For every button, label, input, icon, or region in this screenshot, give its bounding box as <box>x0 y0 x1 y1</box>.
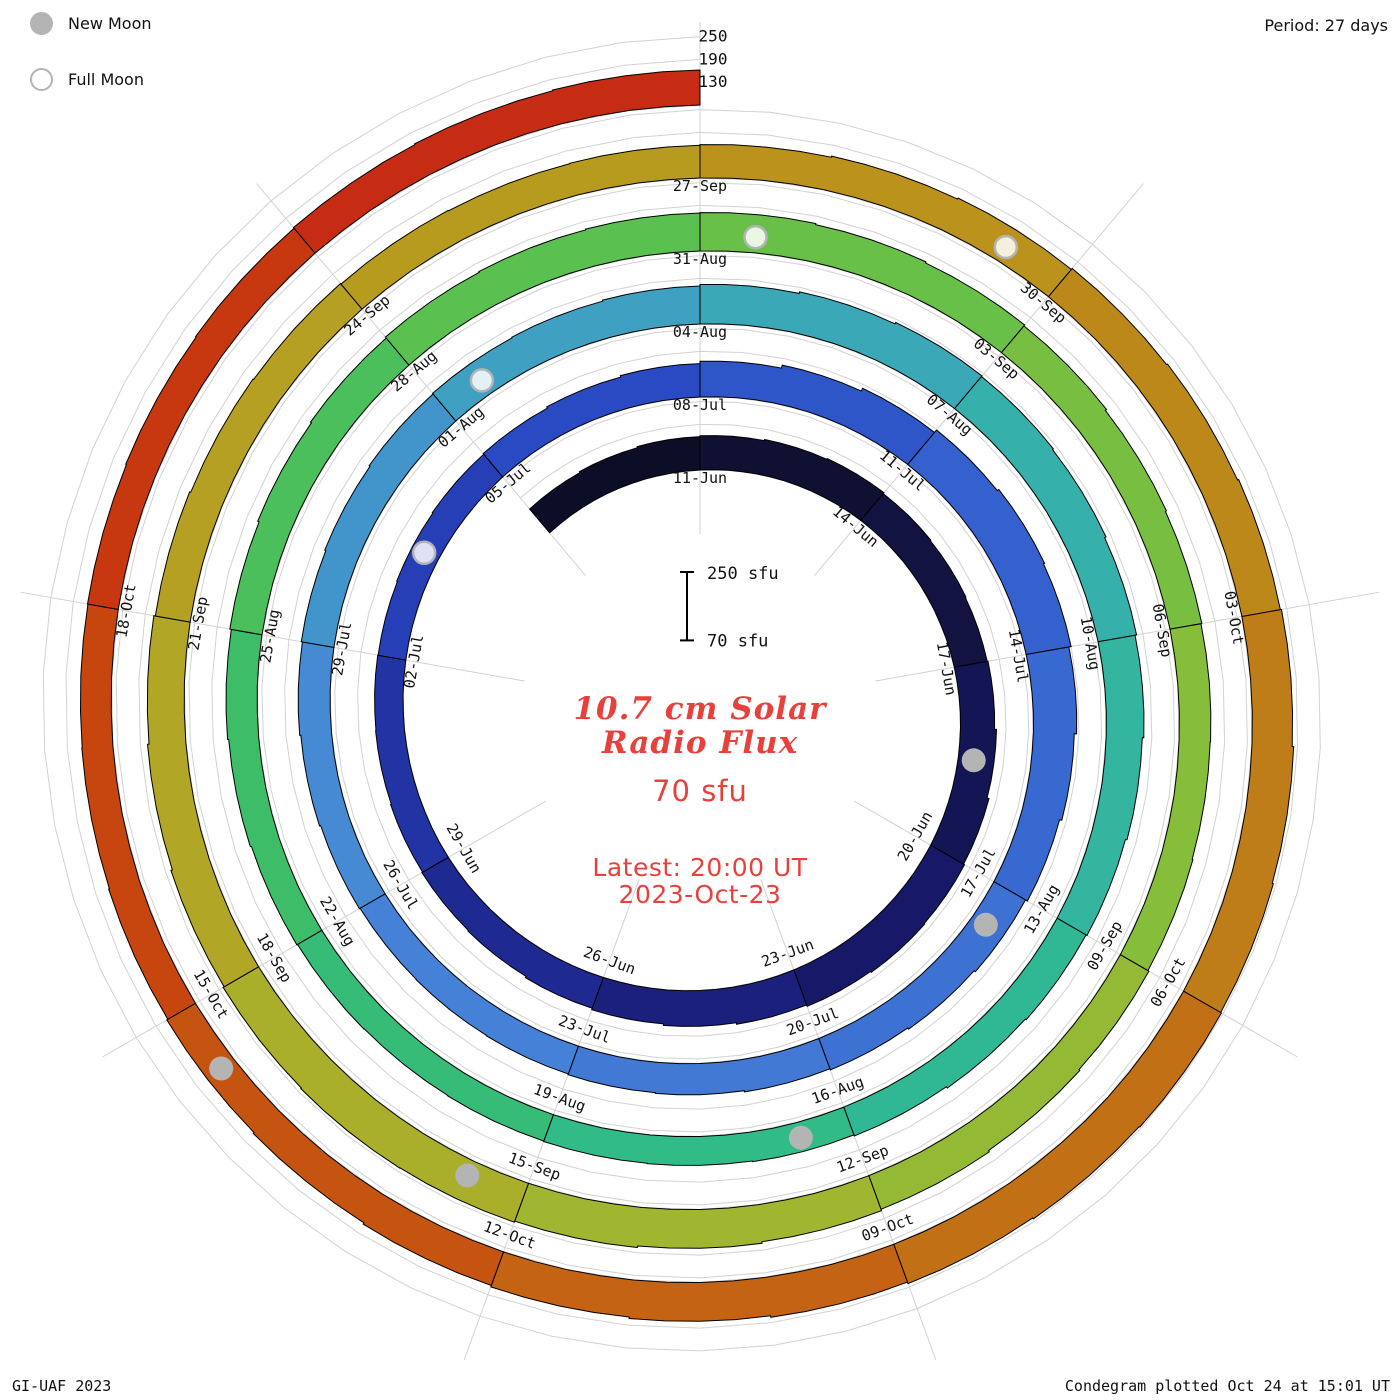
full-moon-marker <box>411 540 437 566</box>
new-moon-marker <box>455 1163 480 1188</box>
grid-spiral <box>42 36 1321 1352</box>
flux-segment-block <box>1047 267 1282 618</box>
flux-segment-block <box>146 615 260 988</box>
flux-segment-block <box>893 990 1223 1285</box>
flux-segment-block <box>591 969 808 1027</box>
plotted-timestamp-label: Condegram plotted Oct 24 at 15:01 UT <box>1064 1377 1390 1395</box>
date-label: 08-Jul <box>673 396 727 414</box>
period-label: Period: 27 days <box>1264 16 1388 35</box>
flux-segment-block <box>374 654 449 873</box>
full-moon-marker <box>469 368 495 393</box>
flux-segment-block <box>868 954 1150 1210</box>
flux-segment-block <box>1000 325 1203 630</box>
radial-axis-label: 190 <box>699 49 728 68</box>
flux-segment-block <box>79 603 197 1020</box>
moon-legend: New Moon Full Moon <box>30 10 152 122</box>
flux-segment-block <box>490 1243 909 1322</box>
flux-segment-block <box>699 144 1073 298</box>
flux-segment-block <box>296 929 555 1142</box>
flux-segment-block <box>567 1037 831 1096</box>
credit-label: GI-UAF 2023 <box>12 1377 112 1395</box>
flux-segment-block <box>229 337 410 636</box>
radial-axis-label: 130 <box>699 72 728 91</box>
flux-segment-block <box>154 282 363 623</box>
flux-segment-block <box>843 917 1087 1137</box>
full-moon-legend-row: Full Moon <box>30 66 152 92</box>
flux-segment-block <box>225 628 323 946</box>
date-label: 11-Jun <box>673 469 727 487</box>
flux-segment-block <box>953 375 1138 643</box>
flux-segment-block <box>359 893 580 1075</box>
date-label: 31-Aug <box>673 250 727 268</box>
new-moon-marker <box>209 1056 234 1081</box>
flux-segment-block <box>1056 634 1145 937</box>
flux-segment-block <box>86 227 316 610</box>
flux-segment-block <box>860 492 988 668</box>
flux-segment-block <box>818 881 1027 1071</box>
flux-segment-block <box>993 646 1078 902</box>
flux-segment-block <box>482 363 701 478</box>
flux-segment-block <box>431 285 701 422</box>
scalebar-min-label: 70 sfu <box>707 631 768 651</box>
flux-segment-block <box>1182 608 1295 1014</box>
new-moon-marker <box>973 912 998 937</box>
new-moon-marker <box>788 1125 813 1150</box>
flux-segment-block <box>421 856 605 1009</box>
new-moon-label: New Moon <box>68 13 152 33</box>
flux-segment-block <box>699 212 1026 354</box>
flux-segment-block <box>699 360 936 466</box>
flux-segment-block <box>297 641 386 910</box>
flux-segment-block <box>543 1106 855 1166</box>
flux-segment-block <box>1119 623 1212 972</box>
flux-segment-block <box>222 966 530 1223</box>
date-label: 27-Sep <box>673 177 727 195</box>
full-moon-marker <box>743 224 768 250</box>
flux-segment-block <box>699 435 885 522</box>
flux-segment-block <box>514 1175 883 1249</box>
new-moon-icon <box>30 11 53 35</box>
new-moon-legend-row: New Moon <box>30 10 152 36</box>
flux-segment-block <box>292 69 701 254</box>
scalebar-max-label: 250 sfu <box>707 564 779 584</box>
flux-segment-block <box>699 284 983 410</box>
grid-spiral <box>65 58 1299 1329</box>
flux-segment-block <box>300 393 457 648</box>
flux-segment-block <box>377 453 504 661</box>
flux-segment-block <box>166 1002 505 1287</box>
full-moon-label: Full Moon <box>68 69 144 89</box>
date-label: 04-Aug <box>673 323 727 341</box>
radial-axis-label: 250 <box>699 27 728 46</box>
flux-segment-block <box>528 436 701 534</box>
flux-segment-block <box>340 144 701 310</box>
flux-segment-block <box>793 844 966 1007</box>
flux-segment-block <box>384 212 701 366</box>
new-moon-marker <box>961 748 986 773</box>
flux-segment-block <box>906 429 1072 656</box>
full-moon-marker <box>993 234 1019 260</box>
full-moon-icon <box>30 67 53 91</box>
